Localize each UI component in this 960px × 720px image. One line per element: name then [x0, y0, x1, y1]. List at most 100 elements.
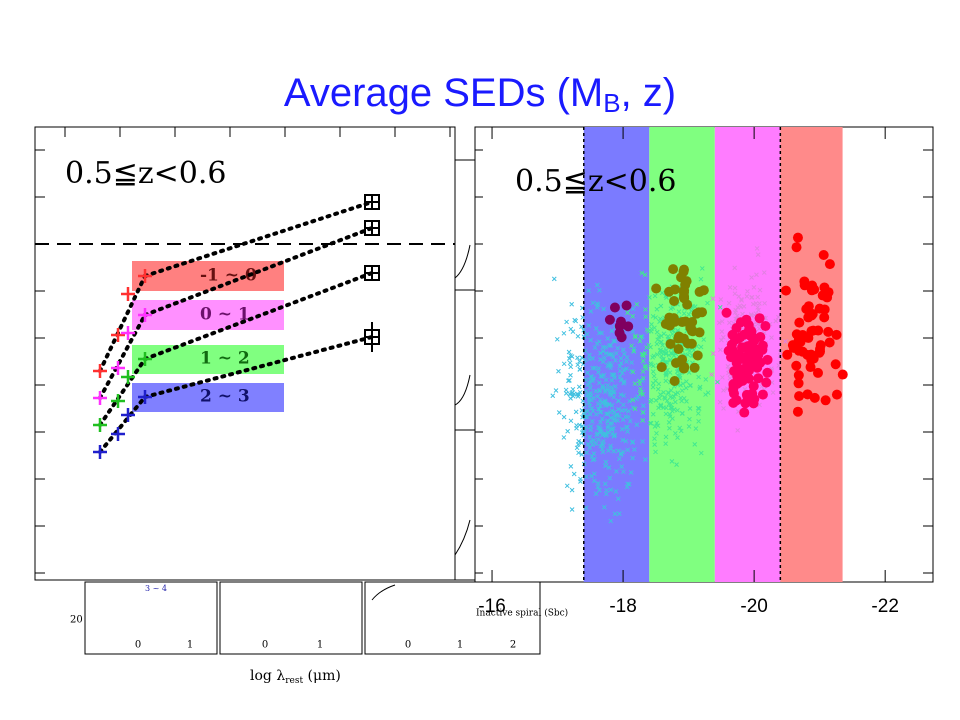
galaxy-cross — [584, 450, 589, 455]
galaxy-dot — [748, 381, 759, 392]
galaxy-cross — [667, 425, 672, 431]
right-frame-ticks — [475, 127, 933, 582]
galaxy-dot — [749, 394, 760, 405]
galaxy-dot — [812, 367, 823, 378]
galaxy-dot — [678, 292, 689, 303]
galaxy-dot — [837, 369, 848, 380]
galaxy-cross — [750, 301, 756, 307]
galaxy-cross — [669, 405, 675, 411]
legend-box — [132, 383, 284, 412]
dotted-connector — [98, 357, 147, 427]
sed-marker — [138, 308, 152, 322]
galaxy-cross — [556, 368, 561, 374]
sed-points — [93, 194, 380, 459]
galaxy-dot — [753, 373, 764, 384]
galaxy-cross — [648, 420, 654, 426]
galaxy-cross — [592, 365, 598, 371]
galaxy-dot — [615, 316, 626, 327]
galaxy-dot — [819, 304, 830, 315]
galaxy-cross — [615, 418, 620, 423]
galaxy-cross — [634, 396, 639, 402]
galaxy-cross — [598, 409, 604, 415]
galaxy-cross — [716, 320, 722, 326]
galaxy-cross — [607, 343, 612, 349]
galaxy-dot — [831, 389, 842, 400]
galaxy-cross — [673, 391, 678, 397]
galaxy-cross — [654, 341, 660, 347]
galaxy-cross — [654, 306, 660, 312]
galaxy-cross — [573, 409, 579, 415]
galaxy-cross — [603, 377, 609, 383]
title-sub: B — [603, 88, 620, 118]
galaxy-cross — [696, 418, 701, 424]
galaxy-cross — [581, 430, 587, 436]
galaxy-cross — [574, 445, 580, 451]
galaxy-cross — [665, 390, 671, 395]
galaxy-cross — [598, 350, 603, 356]
sed-marker — [138, 269, 152, 283]
legend-texts: -1 ~ 0 0 ~ 1 1 ~ 2 2 ~ 3 — [200, 266, 257, 407]
galaxy-cross — [637, 338, 643, 344]
galaxy-cross — [574, 391, 580, 397]
galaxy-dot — [739, 407, 750, 418]
galaxy-cross — [754, 246, 760, 251]
galaxy-cross — [563, 391, 569, 396]
galaxy-cross — [650, 369, 656, 374]
galaxy-cross — [710, 296, 716, 302]
tick-label: 2 — [510, 640, 516, 651]
galaxy-cross — [617, 374, 623, 380]
galaxy-cross — [598, 403, 603, 409]
galaxy-cross — [697, 384, 703, 390]
galaxy-cross — [650, 355, 656, 360]
galaxy-cross — [661, 405, 666, 410]
galaxy-cross — [587, 445, 593, 451]
galaxy-cross — [695, 405, 701, 411]
galaxy-cross — [624, 366, 629, 372]
galaxy-cross — [618, 392, 624, 398]
galaxy-cross — [591, 451, 597, 456]
galaxy-cross — [599, 400, 605, 405]
galaxy-cross — [627, 398, 632, 404]
galaxy-cross — [581, 334, 587, 340]
dotted-connector — [143, 271, 374, 361]
galaxy-cross — [735, 428, 741, 433]
galaxy-dot — [721, 307, 732, 318]
galaxy-cross — [676, 309, 682, 314]
galaxy-cross — [592, 345, 598, 351]
galaxy-cross — [749, 275, 754, 280]
galaxy-cross — [585, 370, 590, 376]
tick-label: 1 — [317, 640, 323, 651]
sed-marker — [121, 326, 135, 340]
galaxy-cross — [646, 342, 652, 348]
galaxy-dot — [760, 321, 771, 332]
galaxy-cross — [569, 487, 575, 493]
galaxy-dot — [761, 377, 772, 388]
galaxy-cross — [624, 484, 630, 490]
galaxy-cross — [679, 388, 685, 393]
galaxy-cross — [727, 285, 733, 290]
galaxy-cross — [652, 436, 657, 442]
galaxy-cross — [583, 424, 589, 430]
galaxy-cross — [718, 297, 724, 302]
galaxy-cross — [698, 344, 704, 350]
galaxy-cross — [703, 392, 708, 397]
galaxy-cross — [569, 354, 575, 359]
galaxy-cross — [596, 388, 602, 394]
x-ticks: -16 -18 -20 -22 — [478, 596, 899, 617]
galaxy-cross — [598, 443, 603, 449]
galaxy-cross — [773, 318, 779, 324]
galaxy-cross — [762, 300, 768, 306]
galaxy-cross — [554, 336, 560, 342]
galaxy-cross — [605, 386, 610, 392]
galaxy-cross — [661, 390, 666, 395]
dotted-connector — [143, 226, 374, 317]
galaxy-cross — [593, 441, 599, 447]
galaxy-cross — [556, 410, 562, 415]
galaxy-cross — [719, 375, 725, 380]
galaxy-dot — [757, 389, 768, 400]
galaxy-cross — [605, 411, 611, 417]
galaxy-cross — [566, 356, 572, 361]
galaxy-cross — [617, 363, 623, 369]
galaxy-dot — [686, 338, 697, 349]
galaxy-cross — [588, 427, 593, 433]
